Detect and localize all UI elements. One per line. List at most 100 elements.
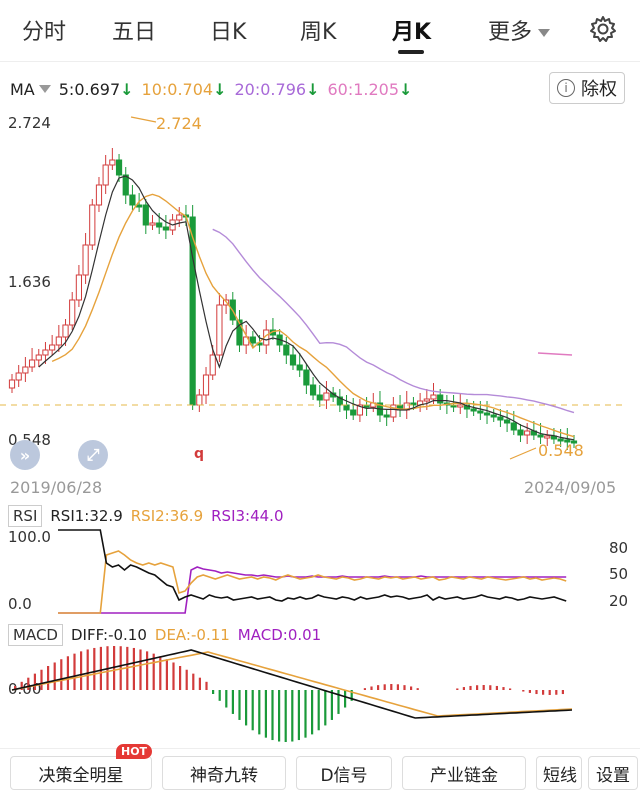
tab-yuek[interactable]: 月K [392,20,432,45]
macd-bar [304,690,307,738]
rsi-axis-50: 50 [609,565,629,583]
candle [95,184,103,206]
macd-bar [73,653,76,690]
candle [490,414,497,418]
macd-bar [317,690,320,731]
macd-diff-value: DIFF:-0.10 [70,626,147,644]
diff-line [11,649,573,719]
macd-bar [20,681,23,690]
ma20-line [212,228,575,414]
candle [497,416,504,421]
macd-bar [47,666,50,690]
ma-legend: MA 5:0.697↓ 10:0.704↓ 20:0.796↓ 60:1.205… [10,78,420,100]
macd-bar [482,685,485,690]
industry-chain-button[interactable]: 产业链金 [402,756,526,790]
candle [136,204,143,208]
candle [196,394,203,406]
ma10-line [51,193,575,438]
macd-bar [502,687,505,690]
macd-bar [93,647,96,690]
ma5-line [38,175,575,441]
macd-bar [390,684,393,690]
candle [129,194,136,206]
expand-left-icon[interactable]: » [10,440,40,470]
macd-bar [476,685,479,690]
rsi-chart[interactable] [0,525,600,620]
chuquan-button[interactable]: i 除权 [549,72,625,104]
candle [249,336,256,344]
candle [423,398,430,402]
macd-selector[interactable]: MACD [8,624,63,646]
candle [102,164,109,186]
kline-chart[interactable]: 2.724 0.548 q [0,105,640,465]
magic-nine-button[interactable]: 神奇九转 [162,756,286,790]
candle [457,404,464,408]
macd-bar [205,681,208,690]
macd-bar [456,688,459,690]
macd-bar [192,673,195,690]
candle [557,438,564,442]
macd-bar [561,690,564,695]
tab-zhouk[interactable]: 周K [300,20,337,45]
candle [544,435,551,439]
rsi1-value: RSI1:32.9 [50,507,123,525]
macd-value: MACD:0.01 [237,626,322,644]
ma-dropdown-icon[interactable] [38,85,51,93]
candle [437,394,444,404]
candle [356,404,364,416]
ma60-arrow: ↓ [399,79,413,99]
d-signal-button[interactable]: D信号 [296,756,392,790]
macd-bar [66,656,69,690]
short-line-button[interactable]: 短线 [536,756,582,790]
macd-bar [469,685,472,690]
macd-bar [271,690,274,741]
rsi-selector[interactable]: RSI [8,505,43,527]
rsi2-line [58,550,567,614]
q-marker: q [194,446,204,462]
candle [69,299,76,326]
decision-star-button[interactable]: 决策全明星 [10,756,152,790]
candle [283,344,290,356]
macd-bar [548,690,551,695]
tab-rik[interactable]: 日K [210,20,247,45]
macd-bar [396,684,399,690]
rsi-axis-top: 100.0 [8,528,51,546]
macd-bar [410,686,413,690]
tab-fenshi[interactable]: 分时 [22,20,67,45]
macd-bar [245,690,248,726]
candle [410,402,417,406]
candle [430,394,437,400]
macd-bar [258,690,261,735]
macd-bar [542,690,545,695]
candle [336,396,343,406]
macd-bar [14,686,17,690]
macd-bar [522,690,525,692]
ma60-value: 60:1.205↓ [327,80,412,99]
macd-bar [377,685,380,690]
candle [149,222,156,226]
macd-bar [80,651,83,690]
macd-bar [225,690,228,708]
settings-button[interactable]: 设置 [588,756,638,790]
macd-bar [198,677,201,690]
gear-icon[interactable] [588,14,618,44]
macd-bar [555,690,558,695]
candle [510,422,517,431]
fullscreen-icon[interactable]: ⤢ [78,440,108,470]
ma-label[interactable]: MA [10,79,35,99]
macd-chart[interactable] [0,645,600,745]
macd-bar [152,653,155,690]
macd-bar [462,687,465,690]
ma20-value: 20:0.796↓ [235,80,320,99]
macd-bar [284,690,287,742]
candle [82,244,89,276]
macd-bar [185,669,188,690]
tab-more-label: 更多 [488,20,533,45]
tab-more[interactable]: 更多 [488,14,551,46]
candle [209,354,216,376]
tab-wuri[interactable]: 五日 [112,20,157,45]
rsi-axis-20: 20 [609,592,629,610]
rsi-axis-80: 80 [609,539,629,557]
candle [350,409,357,416]
ma60-text: 60:1.205 [327,79,400,99]
